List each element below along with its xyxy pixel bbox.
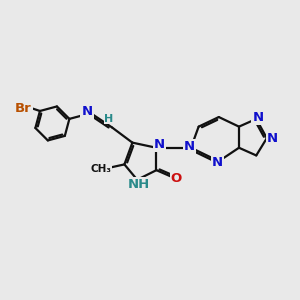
Text: N: N bbox=[252, 111, 263, 124]
Text: H: H bbox=[104, 114, 114, 124]
Text: Br: Br bbox=[15, 102, 32, 115]
Text: O: O bbox=[171, 172, 182, 185]
Text: N: N bbox=[267, 132, 278, 145]
Text: N: N bbox=[81, 105, 92, 118]
Text: CH₃: CH₃ bbox=[91, 164, 112, 174]
Text: N: N bbox=[212, 156, 223, 169]
Text: NH: NH bbox=[128, 178, 150, 191]
Text: N: N bbox=[154, 138, 165, 151]
Text: N: N bbox=[184, 140, 195, 153]
